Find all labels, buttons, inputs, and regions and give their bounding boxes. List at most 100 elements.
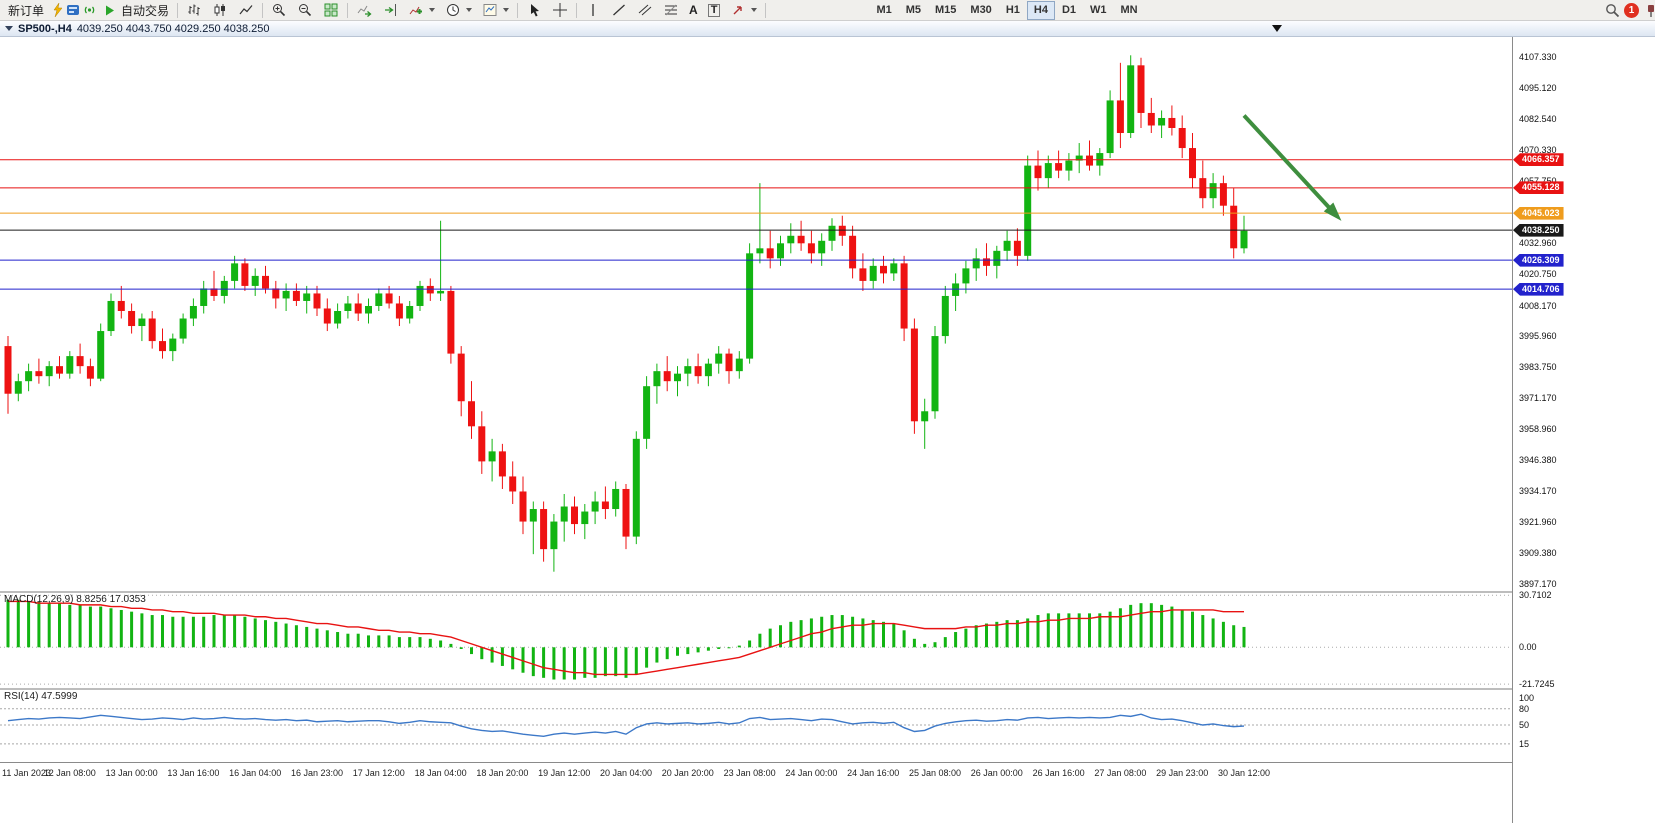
lightning-icon[interactable] — [49, 2, 65, 18]
timeframe-button-d1[interactable]: D1 — [1055, 1, 1083, 20]
channel-button[interactable] — [632, 1, 658, 20]
bars-chart-button[interactable] — [181, 1, 207, 20]
templates-button[interactable] — [477, 1, 514, 20]
timeframe-button-h1[interactable]: H1 — [999, 1, 1027, 20]
axis-tick-label: -21.7245 — [1519, 679, 1555, 690]
auto-scroll-icon — [356, 2, 372, 18]
axis-tick-label: 4008.170 — [1519, 300, 1557, 311]
auto-scroll-button[interactable] — [351, 1, 377, 20]
label-tool-button[interactable]: T — [703, 1, 726, 20]
axis-tick-label: 100 — [1519, 693, 1535, 703]
axis-tick-label: 4095.120 — [1519, 82, 1557, 93]
time-axis-label: 30 Jan 12:00 — [1217, 768, 1271, 778]
dropdown-caret-icon — [503, 8, 510, 12]
play-icon — [102, 2, 118, 18]
time-axis-label: 18 Jan 20:00 — [476, 768, 529, 778]
axis-tick-label: 3946.380 — [1519, 455, 1557, 466]
cursor-icon — [526, 2, 542, 18]
time-axis-label: 12 Jan 08:00 — [43, 768, 96, 778]
timeframe-button-w1[interactable]: W1 — [1083, 1, 1114, 20]
bottom-filler — [0, 784, 1512, 823]
editor-icon[interactable] — [65, 2, 81, 18]
timeframe-button-m5[interactable]: M5 — [899, 1, 928, 20]
auto-trading-button[interactable]: 自动交易 — [97, 1, 174, 20]
time-axis[interactable]: 11 Jan 2023 12 Jan 08:00 13 Jan 00:00 13 Ja… — [0, 762, 1512, 784]
chart-body: 11 Jan 2023 12 Jan 08:00 13 Jan 00:00 13 Ja… — [0, 37, 1655, 823]
price-line-badge: 4038.250 — [1513, 223, 1564, 237]
axis-tick-label: 3934.170 — [1519, 486, 1557, 497]
trendline-button[interactable] — [606, 1, 632, 20]
channel-icon — [637, 2, 653, 18]
time-axis-label: 11 Jan 2023 — [2, 768, 51, 778]
time-axis-label: 16 Jan 04:00 — [229, 768, 282, 778]
time-axis-label: 29 Jan 23:00 — [1156, 768, 1209, 778]
macd-chart-pane[interactable] — [0, 593, 1512, 688]
price-line-badge: 4045.023 — [1513, 206, 1564, 220]
separator — [517, 2, 519, 18]
time-axis-label: 13 Jan 16:00 — [167, 768, 220, 778]
separator — [347, 2, 349, 18]
pane-separator[interactable] — [0, 591, 1512, 593]
timeframe-button-m30[interactable]: M30 — [963, 1, 998, 20]
text-tool-button[interactable]: A — [684, 1, 703, 20]
time-axis-label: 17 Jan 12:00 — [352, 768, 405, 778]
chart-window-titlebar[interactable]: SP500-,H4 4039.250 4043.750 4029.250 403… — [0, 21, 1655, 37]
fibonacci-button[interactable] — [658, 1, 684, 20]
pin-icon[interactable] — [1643, 3, 1655, 19]
text-tool: A — [689, 3, 698, 17]
axis-tick-label: 4057.750 — [1519, 176, 1557, 187]
time-axis-label: 24 Jan 16:00 — [847, 768, 900, 778]
periods-button[interactable] — [440, 1, 477, 20]
dropdown-caret-icon — [466, 8, 473, 12]
axis-tick-label: 3921.960 — [1519, 516, 1557, 527]
candlestick-chart-button[interactable] — [207, 1, 233, 20]
symbol-dropdown-icon[interactable] — [5, 26, 13, 31]
time-axis-label: 23 Jan 08:00 — [723, 768, 776, 778]
broadcast-icon[interactable] — [81, 2, 97, 18]
axis-tick-label: 3983.750 — [1519, 361, 1557, 372]
time-axis-label: 18 Jan 04:00 — [414, 768, 467, 778]
new-order-button[interactable]: 新订单 — [3, 1, 49, 20]
fibonacci-icon — [663, 2, 679, 18]
window-caret-icon[interactable] — [1272, 25, 1282, 32]
template-icon — [482, 2, 498, 18]
timeframe-button-mn[interactable]: MN — [1114, 1, 1145, 20]
cursor-button[interactable] — [521, 1, 547, 20]
zoom-in-button[interactable] — [266, 1, 292, 20]
chart-shift-icon — [382, 2, 398, 18]
time-axis-label: 19 Jan 12:00 — [538, 768, 591, 778]
chart-ohlc-values: 4039.250 4043.750 4029.250 4038.250 — [76, 22, 270, 35]
line-chart-button[interactable] — [233, 1, 259, 20]
arrows-tool-button[interactable] — [725, 1, 762, 20]
zoom-out-button[interactable] — [292, 1, 318, 20]
search-icon[interactable] — [1604, 3, 1620, 19]
timeframe-button-h4[interactable]: H4 — [1026, 0, 1055, 20]
price-axis[interactable]: 4107.330 4095.120 4082.540 4070.330 4057.750… — [1512, 37, 1655, 823]
axis-tick-label: 3909.380 — [1519, 548, 1557, 559]
crosshair-icon — [552, 2, 568, 18]
tile-windows-button[interactable] — [318, 1, 344, 20]
trendline-icon — [611, 2, 627, 18]
chart-symbol: SP500-,H4 — [18, 22, 72, 35]
vertical-line-button[interactable] — [580, 1, 606, 20]
crosshair-button[interactable] — [547, 1, 573, 20]
chart-shift-button[interactable] — [377, 1, 403, 20]
arrows-tool-icon — [730, 2, 746, 18]
axis-tick-label: 4032.960 — [1519, 238, 1557, 249]
price-line-badge: 4066.357 — [1513, 153, 1564, 167]
toolbar: 新订单 自动交易 — [0, 0, 1655, 21]
notification-badge[interactable]: 1 — [1624, 3, 1639, 18]
timeframe-button-m15[interactable]: M15 — [928, 1, 963, 20]
axis-tick-label: 30.7102 — [1519, 590, 1552, 601]
new-order-label: 新订单 — [8, 3, 45, 18]
toolbar-right: 1 — [1604, 0, 1655, 21]
candlestick-chart-pane[interactable] — [0, 37, 1512, 591]
rsi-chart-pane[interactable] — [0, 690, 1512, 762]
axis-tick-label: 3971.170 — [1519, 393, 1557, 404]
axis-tick-label: 3995.960 — [1519, 331, 1557, 342]
pane-separator[interactable] — [0, 688, 1512, 690]
timeframe-button-m1[interactable]: M1 — [869, 1, 898, 20]
separator — [576, 2, 578, 18]
zoom-out-icon — [297, 2, 313, 18]
indicators-button[interactable] — [403, 1, 440, 20]
